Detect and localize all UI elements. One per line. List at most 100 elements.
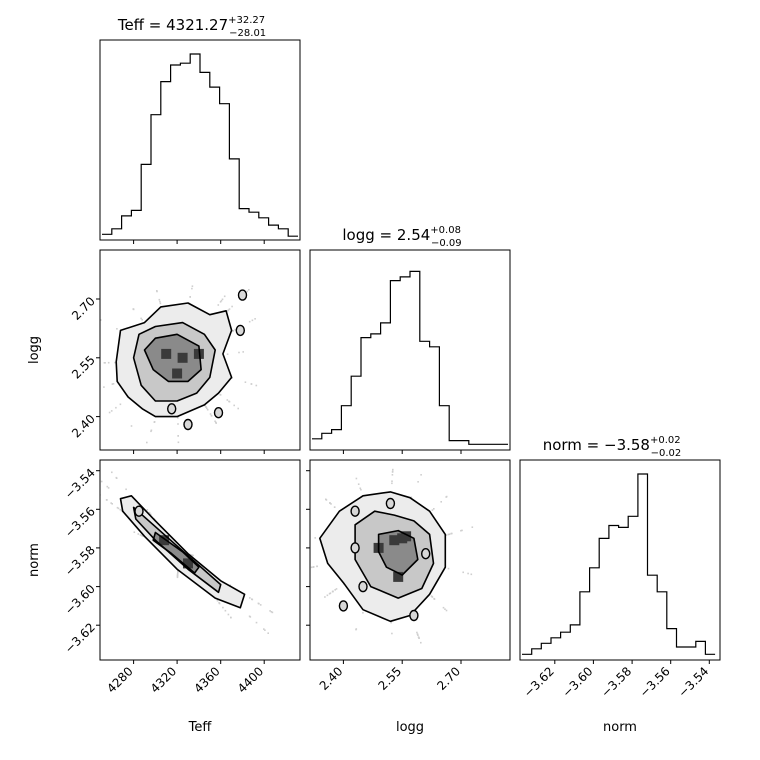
sample-point — [103, 362, 106, 364]
panel-title-logg: logg = 2.54+0.08 −0.09 — [342, 225, 461, 249]
contour-island — [235, 324, 246, 337]
sample-point — [139, 534, 142, 536]
sample-point — [226, 310, 229, 312]
density-fill-level-3 — [378, 530, 418, 575]
contour-level-1 — [115, 302, 233, 418]
sample-point — [391, 632, 393, 635]
y-tick-label-norm: −3.58 — [62, 543, 98, 579]
x-axis-label-Teff: Teff — [188, 720, 213, 735]
sample-point — [390, 621, 392, 624]
contour-island — [338, 600, 349, 612]
sample-point — [259, 604, 262, 606]
sample-point — [332, 590, 334, 593]
sample-point — [420, 641, 422, 644]
density-peak — [161, 348, 172, 359]
sample-point — [416, 633, 419, 635]
sample-point — [391, 482, 393, 485]
x-tick-label-Teff: 4400 — [235, 664, 266, 695]
y-tick-label-norm: −3.56 — [62, 504, 98, 540]
sample-point — [177, 423, 179, 425]
sample-point — [209, 413, 212, 415]
sample-point — [110, 502, 112, 504]
sample-point — [159, 302, 162, 305]
sample-point — [447, 567, 450, 570]
sample-point — [115, 406, 117, 409]
sample-point — [206, 408, 209, 411]
sample-point — [148, 512, 151, 514]
sample-point — [246, 290, 248, 293]
sample-point — [221, 298, 224, 301]
sample-point — [244, 381, 247, 383]
contour-island — [237, 289, 248, 301]
contour-island — [385, 497, 396, 510]
sample-point — [445, 534, 448, 536]
sample-point — [117, 507, 120, 510]
x-tick-label-Teff: 4280 — [104, 664, 135, 695]
sample-point — [416, 631, 418, 634]
sample-point — [141, 535, 144, 537]
sample-point — [119, 403, 122, 406]
sample-point — [125, 488, 127, 491]
y-tick-label-logg: 2.55 — [69, 353, 98, 382]
y-axis-label-norm: norm — [27, 543, 42, 577]
sample-point — [392, 468, 394, 471]
sample-point — [335, 588, 338, 590]
density-fill-level-3 — [144, 334, 202, 382]
joint-frame-logg-vs-Teff — [99, 249, 301, 451]
x-axis-label-norm: norm — [603, 720, 637, 735]
sample-point — [146, 509, 149, 511]
sample-point — [150, 429, 153, 432]
contour-island — [350, 505, 360, 517]
sample-point — [228, 308, 231, 310]
sample-point — [176, 573, 179, 575]
sample-point — [116, 328, 118, 330]
sample-point — [220, 299, 223, 302]
sample-point — [132, 308, 135, 310]
sample-point — [360, 488, 362, 491]
sample-point — [255, 621, 258, 624]
contour-island — [166, 403, 177, 415]
contour-island — [421, 548, 431, 560]
sample-point — [430, 595, 433, 597]
joint-content-norm-vs-logg — [310, 468, 474, 644]
y-tick-label-logg: 2.70 — [69, 294, 98, 323]
sample-point — [216, 599, 219, 602]
contour-level-1 — [119, 494, 246, 609]
sample-point — [316, 565, 318, 568]
sample-point — [234, 328, 237, 331]
contour-level-3 — [377, 529, 419, 576]
contour-island — [183, 418, 193, 431]
contour-island — [213, 407, 224, 419]
sample-point — [100, 319, 102, 321]
x-tick-label-norm: −3.62 — [521, 664, 557, 700]
sample-point — [111, 383, 114, 385]
sample-point — [334, 589, 336, 591]
sample-point — [391, 474, 394, 476]
sample-point — [255, 384, 258, 387]
sample-point — [217, 304, 220, 306]
sample-point — [471, 526, 474, 528]
sample-point — [445, 609, 448, 612]
sample-point — [226, 353, 229, 355]
density-peak — [401, 531, 412, 542]
contour-level-2 — [132, 506, 222, 594]
contour-level-3 — [143, 333, 202, 383]
sample-point — [417, 634, 419, 636]
density-peak — [389, 535, 400, 546]
y-tick-label-logg: 2.40 — [69, 412, 98, 441]
sample-point — [222, 606, 224, 609]
sample-point — [192, 554, 194, 557]
sample-point — [177, 435, 179, 437]
sample-point — [470, 573, 473, 576]
sample-point — [223, 295, 226, 298]
sample-point — [264, 629, 266, 631]
sample-point — [325, 498, 327, 501]
hist-frame-norm — [519, 459, 721, 661]
sample-point — [106, 499, 108, 501]
sample-point — [237, 407, 239, 410]
sample-point — [312, 566, 315, 568]
joint-panel-norm-vs-Teff — [99, 459, 301, 661]
sample-point — [215, 421, 217, 424]
sample-point — [460, 529, 462, 532]
sample-point — [100, 480, 103, 483]
